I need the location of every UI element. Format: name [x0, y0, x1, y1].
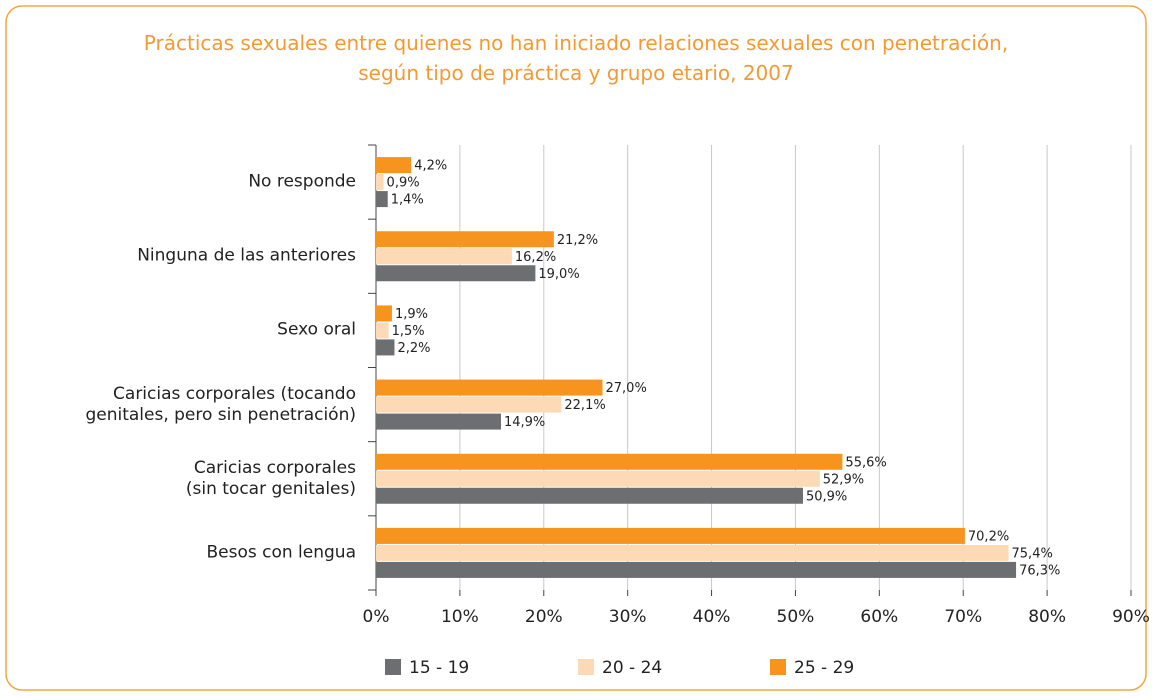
bar [376, 248, 512, 265]
y-tick-label: Besos con lengua [206, 542, 356, 563]
value-label: 2,2% [397, 341, 430, 356]
legend-label: 15 - 19 [409, 658, 469, 678]
x-tick-label: 20% [525, 607, 563, 627]
value-label: 27,0% [606, 381, 647, 396]
bar [376, 265, 536, 282]
value-label: 21,2% [557, 233, 598, 248]
bar [376, 396, 562, 413]
bar [376, 527, 965, 544]
value-label: 70,2% [968, 529, 1009, 544]
bar [376, 561, 1017, 578]
value-label: 0,9% [387, 176, 420, 191]
bar [376, 191, 388, 208]
bar [376, 413, 501, 430]
bar [376, 544, 1009, 561]
x-tick-label: 90% [1112, 607, 1150, 627]
value-label: 76,3% [1019, 563, 1060, 578]
bar [376, 322, 389, 339]
value-label: 1,4% [391, 193, 424, 208]
bar [376, 231, 554, 248]
value-label: 22,1% [564, 398, 605, 413]
value-label: 4,2% [414, 159, 447, 174]
frame [5, 5, 1147, 691]
chart-title: Prácticas sexuales entre quienes no han … [143, 31, 1009, 85]
bar [376, 174, 384, 191]
x-tick-label: 0% [363, 607, 390, 627]
x-tick-label: 50% [777, 607, 815, 627]
x-tick-label: 70% [944, 607, 982, 627]
legend-swatch [578, 659, 594, 675]
x-tick-label: 10% [441, 607, 479, 627]
value-label: 19,0% [538, 267, 579, 282]
bar [376, 470, 820, 487]
x-tick-label: 30% [609, 607, 647, 627]
bar [376, 453, 843, 470]
x-tick-label: 60% [860, 607, 898, 627]
y-tick-label: Caricias corporales (sin tocar genitales… [185, 457, 356, 499]
bar [376, 157, 412, 174]
legend-swatch [385, 659, 401, 675]
x-tick-label: 80% [1028, 607, 1066, 627]
value-label: 55,6% [845, 455, 886, 470]
value-label: 14,9% [504, 415, 545, 430]
y-tick-label: No responde [248, 171, 356, 192]
legend-label: 25 - 29 [794, 658, 854, 678]
legend-label: 20 - 24 [602, 658, 662, 678]
bar [376, 305, 392, 322]
value-label: 52,9% [823, 472, 864, 487]
value-label: 1,9% [395, 307, 428, 322]
value-label: 75,4% [1012, 546, 1053, 561]
bar [376, 339, 395, 356]
x-tick-label: 40% [693, 607, 731, 627]
bar [376, 487, 803, 504]
y-tick-label: Sexo oral [277, 319, 356, 340]
value-label: 50,9% [806, 489, 847, 504]
legend-swatch [770, 659, 786, 675]
bar [376, 379, 603, 396]
y-tick-label: Ninguna de las anteriores [137, 245, 356, 266]
y-tick-label: Caricias corporales (tocando genitales, … [85, 383, 356, 425]
value-label: 16,2% [515, 250, 556, 265]
value-label: 1,5% [392, 324, 425, 339]
